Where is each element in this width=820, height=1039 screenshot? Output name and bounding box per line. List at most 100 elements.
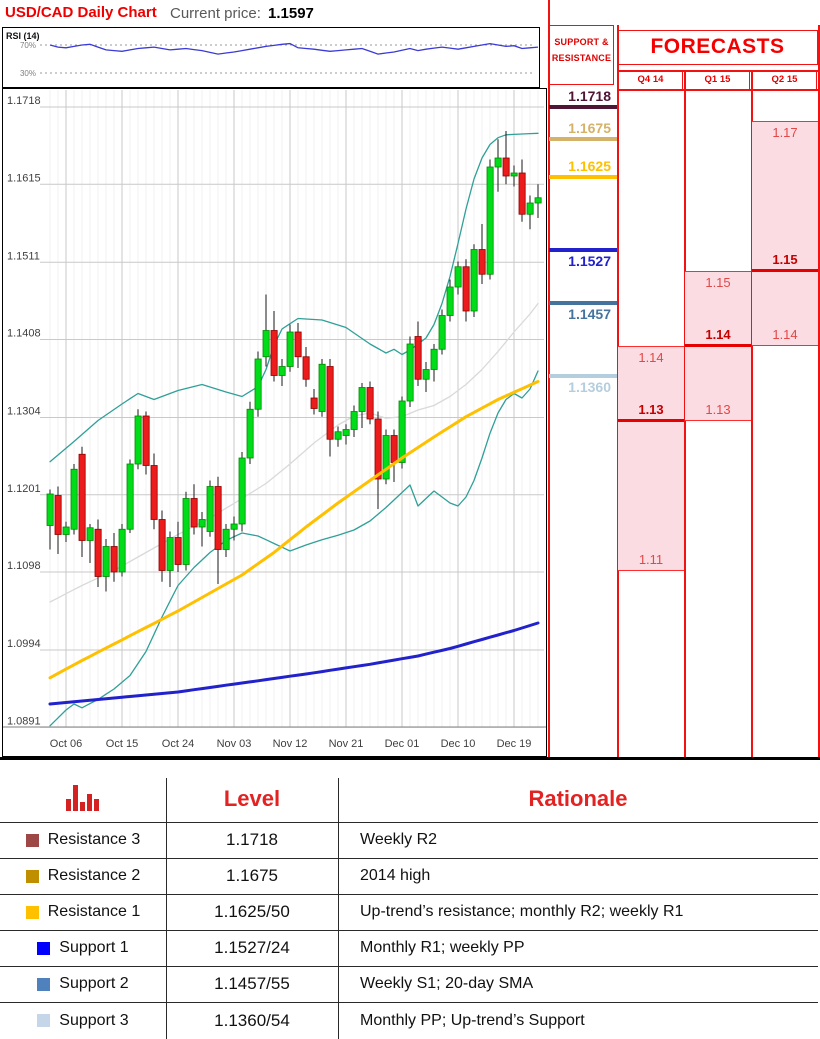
rationale-cell: 2014 high bbox=[360, 867, 431, 884]
current-price-value: 1.1597 bbox=[268, 5, 314, 22]
svg-text:Oct 06: Oct 06 bbox=[50, 738, 82, 750]
svg-text:1.1408: 1.1408 bbox=[7, 328, 41, 340]
sr-level-line bbox=[549, 174, 617, 179]
level-name-cell: Resistance 3 bbox=[0, 822, 166, 858]
table-row: Support 2 1.1457/55 Weekly S1; 20-day SMA bbox=[0, 966, 820, 1002]
svg-text:Dec 10: Dec 10 bbox=[441, 738, 476, 750]
forecast-value-label: 1.14 bbox=[638, 349, 664, 365]
level-name-cell: Support 3 bbox=[0, 1002, 166, 1039]
rationale-cell: Up-trend’s resistance; monthly R2; weekl… bbox=[360, 903, 684, 920]
table-row: Resistance 1 1.1625/50 Up-trend’s resistan… bbox=[0, 894, 820, 930]
forecasts-title: FORECASTS bbox=[617, 30, 818, 65]
table-row-separator bbox=[0, 858, 818, 859]
sr-level-label: 1.1675 bbox=[568, 120, 611, 137]
bollinger-upper bbox=[49, 132, 539, 463]
svg-text:Nov 12: Nov 12 bbox=[273, 738, 308, 750]
forecast-value-label: 1.15 bbox=[772, 251, 798, 267]
rsi-panel: 70% 30% RSI (14) bbox=[2, 27, 540, 88]
level-value-cell: 1.1360/54 bbox=[214, 1010, 290, 1030]
support-resistance-header: SUPPORT & RESISTANCE bbox=[549, 25, 614, 85]
forecast-key-level-line bbox=[752, 269, 818, 272]
svg-text:1.1615: 1.1615 bbox=[7, 172, 41, 184]
forecast-value-label: 1.14 bbox=[772, 326, 798, 342]
level-value-cell: 1.1625/50 bbox=[214, 902, 290, 921]
level-value-cell: 1.1675 bbox=[226, 866, 278, 885]
table-row-separator bbox=[0, 930, 818, 931]
svg-text:Nov 21: Nov 21 bbox=[329, 738, 364, 750]
forecast-value-label: 1.14 bbox=[705, 326, 731, 342]
table-row-separator bbox=[0, 822, 818, 823]
table-row: Resistance 2 1.1675 2014 high bbox=[0, 858, 820, 894]
table-row: Support 3 1.1360/54 Monthly PP; Up-trend’s… bbox=[0, 1002, 820, 1039]
svg-text:Nov 03: Nov 03 bbox=[217, 738, 252, 750]
rationale-column-header: Rationale bbox=[528, 786, 628, 811]
forecast-value-label: 1.17 bbox=[772, 124, 798, 140]
bollinger-lower bbox=[49, 370, 539, 727]
table-column-separator bbox=[166, 778, 167, 1039]
sr-level-line bbox=[549, 248, 617, 253]
chart-title: USD/CAD Daily Chart bbox=[5, 4, 157, 21]
forecast-quarter-header: Q1 15 bbox=[685, 70, 750, 90]
svg-text:1.1304: 1.1304 bbox=[7, 406, 41, 418]
table-column-separator bbox=[338, 778, 339, 1039]
level-color-swatch bbox=[25, 833, 39, 847]
sr-level-line bbox=[549, 105, 617, 109]
level-name-cell: Resistance 2 bbox=[0, 858, 166, 894]
forecast-range-box bbox=[618, 345, 684, 571]
forecast-column-separator bbox=[548, 0, 550, 759]
forecast-column-separator bbox=[818, 25, 820, 759]
table-row-separator bbox=[0, 966, 818, 967]
forecast-key-level-line bbox=[618, 419, 684, 422]
forecast-quarter-header: Q4 14 bbox=[618, 70, 683, 90]
rationale-cell: Monthly R1; weekly PP bbox=[360, 939, 525, 956]
svg-text:1.1718: 1.1718 bbox=[7, 95, 41, 107]
forecast-column-separator bbox=[684, 70, 686, 759]
sr-level-label: 1.1527 bbox=[568, 253, 611, 270]
level-value-cell: 1.1457/55 bbox=[214, 974, 290, 993]
forecast-value-label: 1.11 bbox=[638, 551, 664, 567]
forecast-value-label: 1.15 bbox=[705, 274, 731, 290]
sr-level-line bbox=[549, 373, 617, 378]
level-color-swatch bbox=[37, 941, 51, 955]
forecast-quarter-header: Q2 15 bbox=[752, 70, 817, 90]
svg-text:RSI (14): RSI (14) bbox=[6, 31, 40, 41]
svg-text:Oct 15: Oct 15 bbox=[106, 738, 138, 750]
rationale-cell: Monthly PP; Up-trend’s Support bbox=[360, 1011, 585, 1029]
forecast-key-level-line bbox=[685, 344, 751, 347]
svg-text:Oct 24: Oct 24 bbox=[162, 738, 194, 750]
level-color-swatch bbox=[25, 869, 39, 883]
table-row-separator bbox=[0, 1002, 818, 1003]
sma-20 bbox=[49, 302, 539, 603]
svg-text:70%: 70% bbox=[20, 41, 36, 50]
level-color-swatch bbox=[25, 905, 39, 919]
sma-100 bbox=[48, 380, 540, 680]
svg-text:1.0891: 1.0891 bbox=[7, 715, 41, 727]
rationale-cell: Weekly S1; 20-day SMA bbox=[360, 975, 534, 992]
svg-text:Dec 01: Dec 01 bbox=[385, 738, 420, 750]
sr-level-line bbox=[549, 137, 617, 142]
chart-bottom-border bbox=[0, 757, 820, 760]
level-color-swatch bbox=[37, 1014, 51, 1027]
forecast-column-separator bbox=[617, 25, 619, 759]
table-row: Support 1 1.1527/24 Monthly R1; weekly PP bbox=[0, 930, 820, 966]
level-color-swatch bbox=[37, 977, 51, 991]
svg-text:1.1201: 1.1201 bbox=[7, 483, 41, 495]
table-row: Resistance 3 1.1718 Weekly R2 bbox=[0, 822, 820, 858]
level-value-cell: 1.1718 bbox=[226, 830, 278, 849]
candles bbox=[46, 131, 542, 592]
svg-text:1.1098: 1.1098 bbox=[7, 560, 41, 572]
level-name-cell: Resistance 1 bbox=[0, 894, 166, 930]
level-column-header: Level bbox=[223, 786, 281, 811]
svg-text:Dec 19: Dec 19 bbox=[497, 738, 532, 750]
level-name-cell: Support 1 bbox=[0, 930, 166, 966]
sr-level-label: 1.1625 bbox=[568, 157, 611, 174]
forecast-range-box bbox=[752, 120, 818, 346]
svg-text:1.0994: 1.0994 bbox=[7, 638, 41, 650]
sma-200 bbox=[48, 621, 540, 706]
sr-level-label: 1.1457 bbox=[568, 305, 611, 322]
level-value-cell: 1.1527/24 bbox=[214, 938, 290, 957]
forecast-column-separator bbox=[751, 70, 753, 759]
bar-chart-icon bbox=[66, 784, 99, 811]
sr-level-line bbox=[549, 300, 617, 305]
